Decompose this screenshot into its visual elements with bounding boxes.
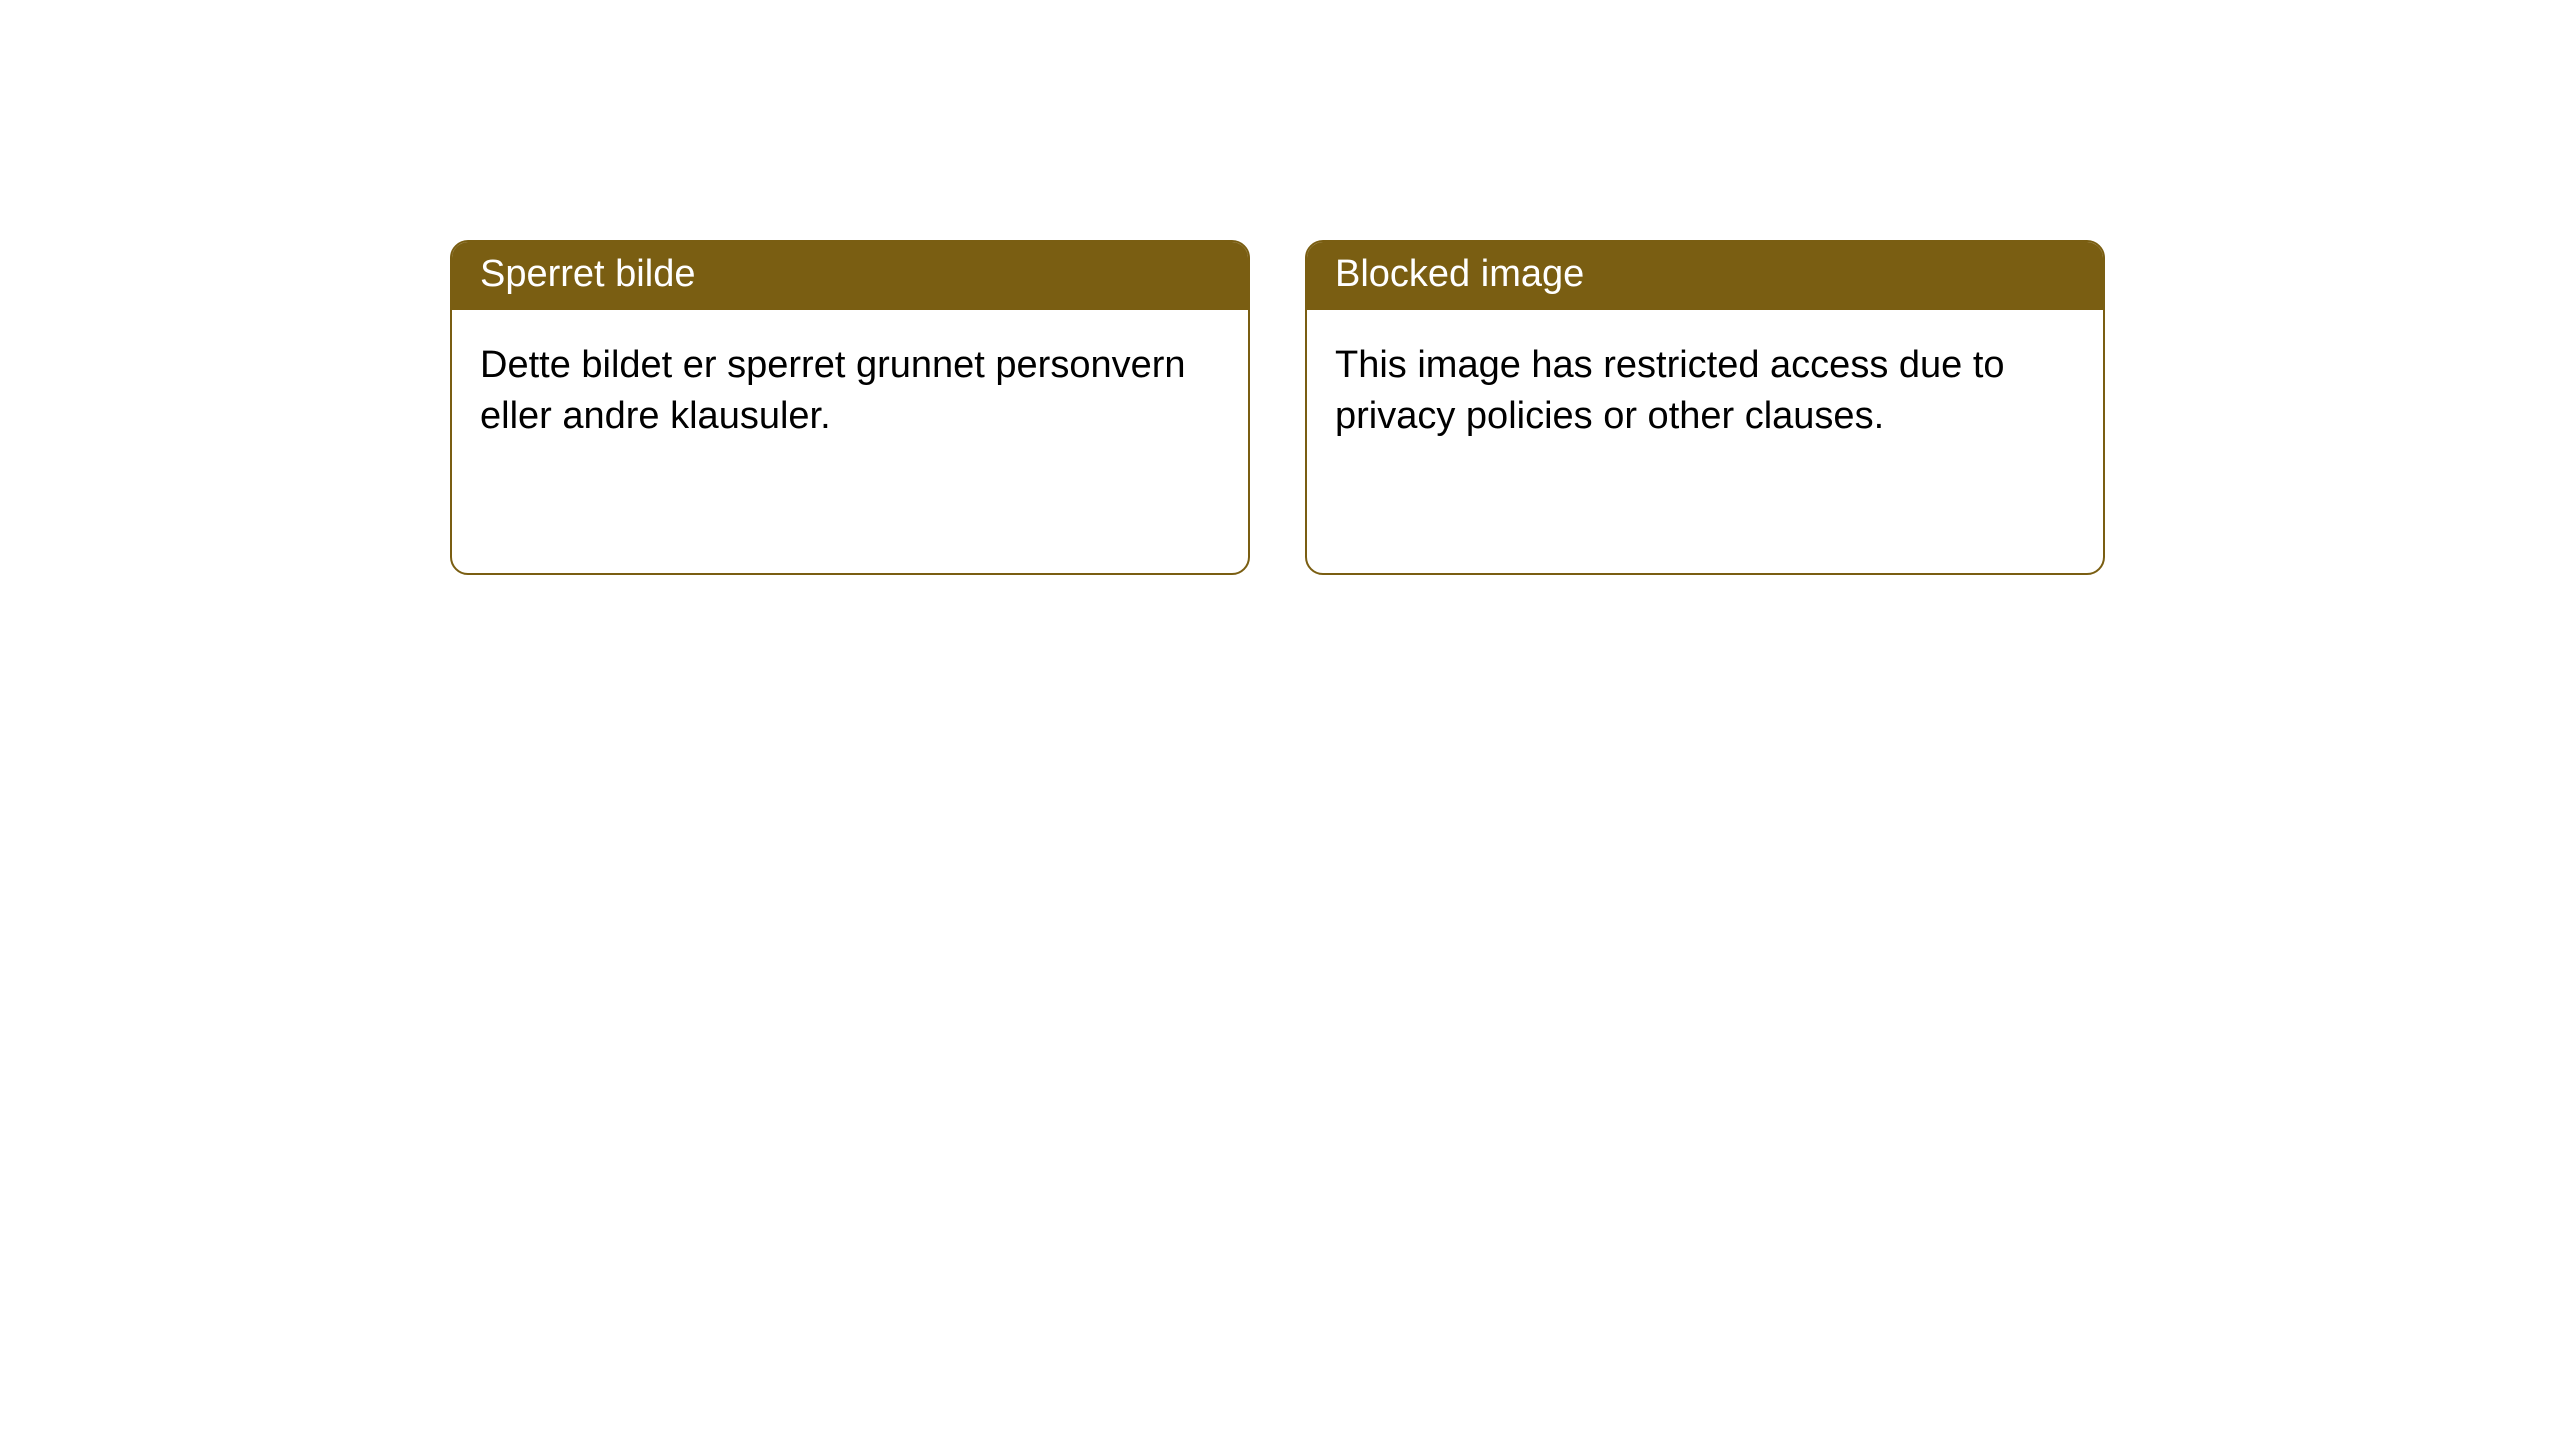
blocked-image-cards: Sperret bilde Dette bildet er sperret gr… (450, 240, 2560, 575)
card-body: This image has restricted access due to … (1307, 310, 2103, 473)
blocked-image-card-no: Sperret bilde Dette bildet er sperret gr… (450, 240, 1250, 575)
card-body: Dette bildet er sperret grunnet personve… (452, 310, 1248, 473)
card-title: Sperret bilde (452, 242, 1248, 310)
card-title: Blocked image (1307, 242, 2103, 310)
blocked-image-card-en: Blocked image This image has restricted … (1305, 240, 2105, 575)
